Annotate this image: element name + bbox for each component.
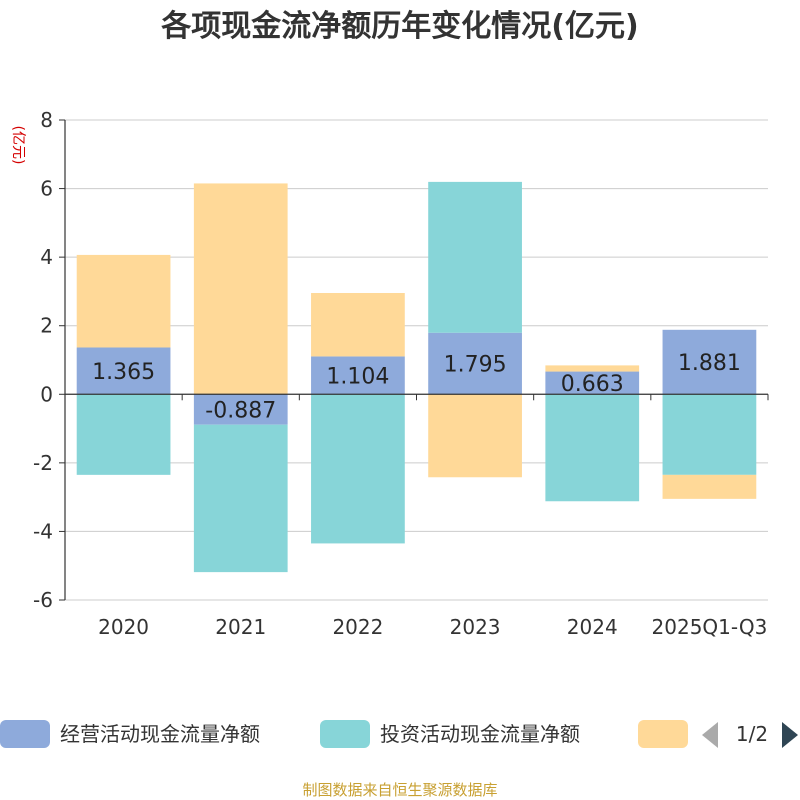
data-label: 1.795 [444, 353, 507, 378]
data-label: 1.104 [326, 364, 389, 389]
x-tick-label: 2024 [567, 615, 618, 639]
chart-title: 各项现金流净额历年变化情况(亿元) [160, 9, 638, 44]
data-label: -0.887 [205, 398, 276, 423]
legend-label: 投资活动现金流量净额 [380, 722, 580, 746]
y-tick-label: 6 [40, 177, 53, 201]
legend-prev-page-icon[interactable] [702, 722, 718, 748]
legend-swatch-series-1 [0, 720, 50, 748]
data-label: 1.881 [678, 351, 741, 376]
bar-2024-series-1 [545, 371, 640, 395]
y-tick-label: -4 [33, 519, 53, 543]
bar-2022-series-2 [311, 394, 405, 544]
bar-2021-series-3 [193, 183, 288, 395]
bar-2023-series-3 [428, 394, 522, 478]
bar-2025Q1-Q3-series-3 [662, 474, 757, 499]
data-label: 1.365 [92, 360, 155, 385]
bar-2022-series-3 [311, 293, 405, 357]
bar-2023-series-1 [428, 332, 522, 395]
legend-next-page-icon[interactable] [782, 722, 798, 748]
legend-page-indicator: 1/2 [736, 722, 768, 746]
y-tick-label: 0 [40, 382, 53, 406]
bar-2023-series-2 [428, 181, 522, 333]
legend: 经营活动现金流量净额 投资活动现金流量净额 1/2 [0, 720, 798, 748]
y-tick-label: 8 [40, 108, 53, 132]
x-tick-label: 2020 [98, 615, 149, 639]
data-label: 0.663 [561, 372, 624, 397]
bar-2020-series-3 [76, 254, 171, 348]
legend-label: 经营活动现金流量净额 [60, 722, 260, 746]
y-axis-unit-label: (亿元) [10, 126, 26, 165]
x-tick-label: 2025Q1-Q3 [652, 615, 768, 639]
bar-2022-series-1 [311, 356, 405, 395]
bar-2020-series-1 [76, 347, 171, 395]
y-tick-label: -6 [33, 588, 53, 612]
bar-2025Q1-Q3-series-2 [662, 394, 757, 475]
x-tick-label: 2021 [215, 615, 266, 639]
data-labels-group: 1.365 -0.887 1.104 1.795 0.663 1.881 [92, 351, 741, 423]
x-tick-label: 2022 [332, 615, 383, 639]
bar-2020-series-2 [76, 394, 171, 475]
y-tick-label: 4 [40, 245, 53, 269]
legend-swatch-series-3 [638, 720, 688, 748]
y-tick-label: 2 [40, 314, 53, 338]
axes-group: -6 -4 -2 0 2 4 6 8 2020 2021 2022 2023 2024 2025Q1-Q3 [33, 108, 769, 639]
grid-lines [65, 119, 768, 601]
x-tick-label: 2023 [450, 615, 501, 639]
y-tick-label: -2 [33, 451, 53, 475]
legend-swatch-series-2 [320, 720, 370, 748]
bar-2021-series-2 [193, 424, 288, 573]
bar-2024-series-2 [545, 394, 640, 502]
bar-2021-series-1 [193, 394, 288, 425]
bar-2025Q1-Q3-series-1 [662, 329, 757, 395]
bars-group [76, 181, 757, 573]
data-source-note: 制图数据来自恒生聚源数据库 [302, 781, 497, 799]
bar-2024-series-3 [545, 365, 640, 372]
